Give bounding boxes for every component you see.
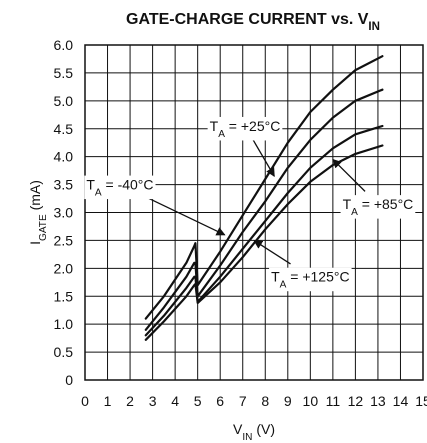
y-tick-label: 3.0 xyxy=(54,205,74,221)
y-tick-label: 1.0 xyxy=(54,316,74,332)
series-label-bg xyxy=(207,116,283,141)
x-tick-label: 15 xyxy=(415,393,427,409)
annotation-arrow xyxy=(253,239,291,265)
y-tick-label: 2.0 xyxy=(54,260,74,276)
annotation-arrow xyxy=(146,196,226,236)
series-label-0: TA = -40°C xyxy=(86,177,153,199)
x-tick-label: 6 xyxy=(216,393,224,409)
y-tick-label: 0.5 xyxy=(54,344,74,360)
series-line-3 xyxy=(144,144,384,341)
y-tick-label: 3.5 xyxy=(54,177,74,193)
series-label-3: TA = +125°C xyxy=(271,269,350,291)
x-tick-label: 8 xyxy=(261,393,269,409)
series-line-1 xyxy=(144,88,384,331)
series-label-2: TA = +85°C xyxy=(343,196,414,218)
x-tick-label: 10 xyxy=(303,393,319,409)
x-tick-label: 7 xyxy=(239,393,247,409)
series-line-0 xyxy=(144,55,384,320)
x-tick-label: 4 xyxy=(171,393,179,409)
x-tick-label: 9 xyxy=(284,393,292,409)
series-line-2 xyxy=(144,124,384,337)
y-tick-label: 4.5 xyxy=(54,121,74,137)
x-tick-label: 14 xyxy=(393,393,409,409)
y-tick-label: 1.5 xyxy=(54,288,74,304)
x-tick-label: 2 xyxy=(126,393,134,409)
chart-title: GATE-CHARGE CURRENT vs. VIN xyxy=(126,11,380,33)
y-tick-label: 4.0 xyxy=(54,149,74,165)
y-tick-label: 2.5 xyxy=(54,232,74,248)
y-axis-label: IGATE (mA) xyxy=(27,180,49,245)
series-label-bg xyxy=(340,195,416,219)
plot-frame xyxy=(84,44,424,381)
series-label-bg xyxy=(84,175,156,200)
series-label-bg xyxy=(269,267,352,292)
x-tick-label: 3 xyxy=(149,393,157,409)
annotation-arrow xyxy=(332,158,366,192)
x-axis-label: VIN (V) xyxy=(233,421,275,443)
x-tick-label: 12 xyxy=(348,393,364,409)
y-tick-label: 0 xyxy=(65,372,73,388)
x-tick-label: 1 xyxy=(104,393,112,409)
annotation-arrow xyxy=(251,138,275,177)
x-tick-label: 5 xyxy=(194,393,202,409)
x-tick-label: 13 xyxy=(370,393,386,409)
x-tick-label: 0 xyxy=(81,393,89,409)
y-tick-label: 6.0 xyxy=(54,37,74,53)
y-tick-label: 5.5 xyxy=(54,65,74,81)
y-tick-label: 5.0 xyxy=(54,93,74,109)
series-label-1: TA = +25°C xyxy=(210,118,281,140)
x-tick-label: 11 xyxy=(326,393,341,409)
